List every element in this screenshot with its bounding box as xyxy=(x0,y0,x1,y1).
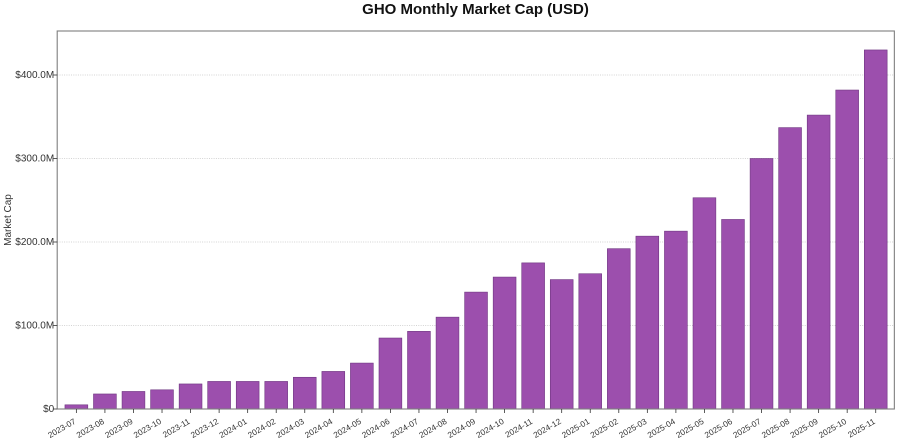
svg-text:2025-11: 2025-11 xyxy=(846,416,877,440)
svg-text:2024-10: 2024-10 xyxy=(474,416,506,440)
svg-text:2023-12: 2023-12 xyxy=(189,416,221,440)
svg-text:2023-11: 2023-11 xyxy=(161,416,192,440)
svg-text:2023-10: 2023-10 xyxy=(132,416,164,440)
svg-text:2025-01: 2025-01 xyxy=(560,416,592,440)
svg-text:2024-06: 2024-06 xyxy=(360,416,392,440)
svg-text:2024-07: 2024-07 xyxy=(389,416,421,440)
svg-text:2025-10: 2025-10 xyxy=(817,416,849,440)
svg-text:2024-03: 2024-03 xyxy=(274,416,306,440)
svg-text:$300.0M: $300.0M xyxy=(15,154,54,165)
svg-text:2025-07: 2025-07 xyxy=(731,416,763,440)
svg-text:2025-04: 2025-04 xyxy=(646,416,678,440)
svg-text:Market Cap: Market Cap xyxy=(3,194,14,246)
svg-text:2024-09: 2024-09 xyxy=(446,416,478,440)
svg-text:2024-11: 2024-11 xyxy=(503,416,534,440)
svg-text:2025-05: 2025-05 xyxy=(674,416,706,440)
svg-text:2023-09: 2023-09 xyxy=(103,416,135,440)
svg-text:2024-02: 2024-02 xyxy=(246,416,278,440)
svg-text:2025-08: 2025-08 xyxy=(760,416,792,440)
svg-text:2024-12: 2024-12 xyxy=(531,416,563,440)
svg-text:$100.0M: $100.0M xyxy=(15,321,54,332)
svg-text:$400.0M: $400.0M xyxy=(15,70,54,81)
svg-text:2024-04: 2024-04 xyxy=(303,416,335,440)
svg-text:$200.0M: $200.0M xyxy=(15,237,54,248)
svg-text:2023-07: 2023-07 xyxy=(46,416,78,440)
svg-text:2023-08: 2023-08 xyxy=(75,416,107,440)
svg-text:2024-01: 2024-01 xyxy=(217,416,249,440)
svg-text:$0: $0 xyxy=(43,404,55,415)
svg-text:2025-06: 2025-06 xyxy=(703,416,735,440)
svg-text:2024-08: 2024-08 xyxy=(417,416,449,440)
svg-text:2025-09: 2025-09 xyxy=(788,416,820,440)
svg-text:2025-02: 2025-02 xyxy=(588,416,620,440)
svg-text:2024-05: 2024-05 xyxy=(331,416,363,440)
svg-text:2025-03: 2025-03 xyxy=(617,416,649,440)
